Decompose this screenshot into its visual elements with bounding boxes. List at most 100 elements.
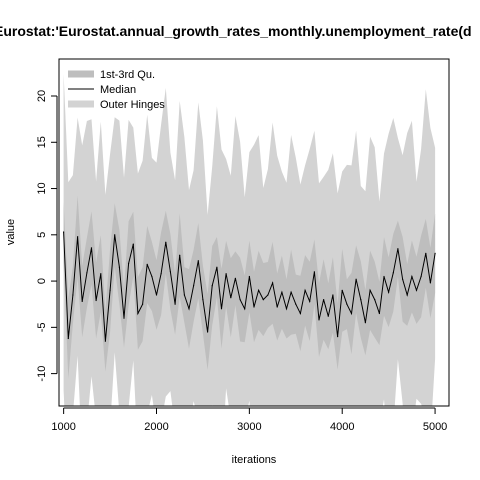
median-point bbox=[369, 289, 371, 291]
median-point bbox=[290, 291, 292, 293]
median-point bbox=[95, 299, 97, 302]
x-tick-label: 2000 bbox=[144, 421, 168, 433]
median-point bbox=[211, 285, 213, 287]
median-point bbox=[411, 275, 413, 278]
median-point bbox=[104, 340, 106, 342]
median-point bbox=[114, 234, 116, 236]
x-tick-label: 1000 bbox=[51, 421, 75, 433]
x-tick-label: 5000 bbox=[423, 421, 447, 433]
median-point bbox=[429, 282, 431, 284]
median-point bbox=[216, 266, 218, 268]
x-axis: 1000 2000 3000 4000 5000 bbox=[51, 407, 447, 433]
median-point bbox=[378, 312, 380, 315]
median-point bbox=[406, 294, 408, 296]
y-tick-label: 15 bbox=[36, 136, 48, 148]
median-point bbox=[90, 247, 93, 249]
median-point bbox=[323, 299, 325, 301]
iqr-band bbox=[63, 195, 436, 379]
median-point bbox=[332, 294, 334, 296]
median-point bbox=[364, 322, 366, 324]
median-point bbox=[304, 289, 306, 291]
median-point bbox=[146, 263, 148, 265]
median-point bbox=[281, 291, 283, 293]
median-point bbox=[415, 289, 418, 291]
median-point bbox=[313, 271, 315, 273]
median-point bbox=[174, 303, 176, 305]
median-point bbox=[77, 236, 79, 238]
legend-label: 1st-3rd Qu. bbox=[100, 69, 155, 81]
median-point bbox=[360, 299, 362, 301]
median-point bbox=[374, 299, 376, 301]
x-axis-label: iterations bbox=[232, 454, 277, 466]
legend-label: Outer Hinges bbox=[100, 99, 165, 111]
median-point bbox=[225, 273, 227, 275]
median-point bbox=[346, 303, 348, 305]
median-point bbox=[258, 289, 260, 291]
median-point bbox=[388, 291, 390, 293]
median-point bbox=[142, 303, 144, 305]
median-point bbox=[337, 336, 339, 338]
median-point bbox=[100, 273, 102, 275]
median-point bbox=[193, 285, 195, 287]
median-point bbox=[402, 278, 404, 280]
median-point bbox=[248, 275, 250, 278]
y-axis: -10 -5 0 5 10 15 20 bbox=[36, 90, 58, 382]
x-tick-label: 4000 bbox=[330, 421, 354, 433]
median-layer bbox=[63, 231, 436, 342]
median-point bbox=[295, 303, 297, 305]
median-point bbox=[397, 248, 399, 250]
median-point bbox=[253, 306, 255, 308]
median-point bbox=[132, 243, 134, 245]
median-point bbox=[392, 272, 394, 274]
plot-frame bbox=[58, 58, 450, 407]
x-tick-label: 3000 bbox=[237, 421, 261, 433]
median-point bbox=[160, 273, 162, 275]
median-point bbox=[267, 294, 269, 296]
median-point bbox=[234, 277, 236, 279]
median-point bbox=[151, 275, 153, 278]
median-point bbox=[197, 260, 199, 262]
median-point bbox=[425, 252, 427, 254]
legend-label: Median bbox=[100, 84, 136, 96]
median-point bbox=[272, 282, 274, 284]
median-point bbox=[299, 312, 301, 315]
median-point bbox=[239, 299, 241, 301]
median-point bbox=[276, 306, 278, 308]
median-point bbox=[285, 308, 288, 310]
y-tick-label: 5 bbox=[36, 232, 48, 238]
median-point bbox=[123, 317, 125, 319]
median-point bbox=[350, 312, 353, 315]
median-point bbox=[169, 271, 171, 273]
y-axis-label: value bbox=[5, 219, 17, 245]
median-point bbox=[183, 294, 185, 296]
median-point bbox=[207, 331, 209, 333]
y-tick-label: -5 bbox=[36, 322, 48, 332]
median-point bbox=[109, 289, 111, 291]
median-point bbox=[155, 294, 158, 296]
median-point bbox=[420, 275, 422, 278]
median-point bbox=[383, 275, 385, 278]
median-point bbox=[72, 294, 74, 296]
median-point bbox=[188, 308, 190, 310]
y-tick-label: 10 bbox=[36, 182, 48, 194]
legend: 1st-3rd Qu. Median Outer Hinges bbox=[68, 69, 165, 111]
median-point bbox=[327, 315, 329, 317]
median-point bbox=[165, 241, 167, 243]
median-point bbox=[137, 312, 139, 315]
median-point bbox=[202, 299, 204, 301]
median-point bbox=[67, 337, 69, 340]
median-point bbox=[128, 262, 130, 265]
median-point bbox=[86, 272, 88, 274]
median-point bbox=[309, 300, 311, 302]
median-point bbox=[341, 289, 343, 291]
y-tick-label: -10 bbox=[36, 366, 48, 382]
median-point bbox=[230, 297, 232, 299]
median-point bbox=[220, 308, 223, 310]
median-point bbox=[318, 319, 320, 321]
y-tick-label: 0 bbox=[36, 278, 48, 284]
y-tick-label: 20 bbox=[36, 90, 48, 102]
median-point bbox=[81, 300, 83, 302]
median-point bbox=[244, 308, 246, 310]
chart-title: Eurostat:'Eurostat.annual_growth_rates_m… bbox=[0, 23, 472, 39]
